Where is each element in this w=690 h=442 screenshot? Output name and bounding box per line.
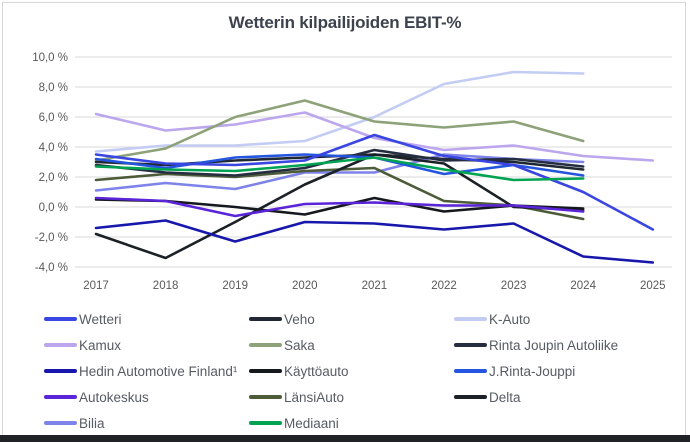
x-axis-tick-label: 2021 (362, 280, 388, 292)
legend-swatch-l-nsiauto (249, 395, 282, 399)
legend-item-j-rinta-jouppi: J.Rinta-Jouppi (454, 364, 674, 379)
legend-swatch-j-rinta-jouppi (454, 369, 487, 373)
y-axis-tick-label: 6,0 % (39, 112, 68, 124)
legend-label: Käyttöauto (284, 363, 349, 379)
legend-item-saka: Saka (249, 338, 454, 353)
x-axis-tick-label: 2023 (501, 280, 527, 292)
series-line-saka (94, 99, 585, 162)
x-axis-tick-label: 2024 (570, 280, 596, 292)
y-axis-tick-label: 0,0 % (39, 202, 68, 214)
legend-item-l-nsiauto: LänsiAuto (249, 390, 454, 405)
legend-item-bilia: Bilia (44, 416, 249, 431)
legend-item-hedin-automotive-finland: Hedin Automotive Finland¹ (44, 364, 249, 379)
x-axis-tick-label: 2025 (640, 280, 666, 292)
legend-label: K-Auto (489, 311, 531, 327)
legend-item-k-ytt-auto: Käyttöauto (249, 364, 454, 379)
legend-item-kamux: Kamux (44, 338, 249, 353)
legend-label: Delta (489, 389, 521, 405)
legend-swatch-k-ytt-auto (249, 369, 282, 373)
legend-swatch-mediaani (249, 421, 282, 425)
legend-swatch-delta (454, 395, 487, 399)
series-line-k-auto (94, 70, 585, 153)
bottom-bar (0, 435, 690, 442)
series-line-l-nsiauto (94, 166, 585, 221)
y-axis-tick-label: 2,0 % (39, 172, 68, 184)
legend-label: Bilia (79, 415, 105, 431)
series-line-j-rinta-jouppi (94, 153, 585, 177)
line-chart-plot-area: 10,0 % 8,0 % 6,0 % 4,0 % 2,0 % 0,0 % -2,0 % -4,… (32, 52, 672, 292)
series-line-kamux (94, 111, 655, 162)
legend-item-delta: Delta (454, 390, 674, 405)
legend-item-wetteri: Wetteri (44, 312, 249, 327)
legend-label: J.Rinta-Jouppi (489, 363, 576, 379)
series-line-autokeskus (94, 196, 585, 218)
y-axis-tick-label: -4,0 % (35, 262, 68, 274)
legend-item-mediaani: Mediaani (249, 416, 454, 431)
x-axis-tick-label: 2022 (431, 280, 457, 292)
legend-swatch-wetteri (44, 317, 77, 321)
legend-item-autokeskus: Autokeskus (44, 390, 249, 405)
legend-swatch-kamux (44, 343, 77, 347)
series-line-delta (94, 153, 585, 260)
legend-label: Mediaani (284, 415, 339, 431)
legend-label: Saka (284, 337, 315, 353)
series-line-wetteri (94, 133, 655, 231)
legend-swatch-hedin-automotive-finland (44, 369, 77, 373)
y-axis-tick-label: 8,0 % (39, 82, 68, 94)
x-axis-tick-label: 2017 (83, 280, 109, 292)
x-axis-tick-label: 2019 (222, 280, 248, 292)
legend-swatch-autokeskus (44, 395, 77, 399)
legend-swatch-bilia (44, 421, 77, 425)
x-axis-tick-label: 2020 (292, 280, 318, 292)
chart-title: Wetterin kilpailijoiden EBIT-% (228, 13, 462, 32)
y-axis-tick-label: -2,0 % (35, 232, 68, 244)
legend-swatch-k-auto (454, 317, 487, 321)
legend-item-veho: Veho (249, 312, 454, 327)
legend-label: LänsiAuto (284, 389, 345, 405)
series-line-mediaani (94, 156, 585, 182)
legend-label: Rinta Joupin Autoliike (489, 337, 619, 353)
y-axis-tick-label: 4,0 % (39, 142, 68, 154)
legend-item-k-auto: K-Auto (454, 312, 674, 327)
series-line-hedin-automotive-finland (94, 219, 655, 264)
legend-swatch-saka (249, 343, 282, 347)
series-line-rinta-joupin-autoliike (94, 148, 585, 177)
y-axis-tick-label: 10,0 % (32, 52, 68, 64)
legend-item-rinta-joupin-autoliike: Rinta Joupin Autoliike (454, 338, 674, 353)
legend-label: Wetteri (79, 311, 122, 327)
legend-label: Kamux (79, 337, 122, 353)
x-axis-tick-label: 2018 (153, 280, 179, 292)
legend-label: Veho (284, 311, 315, 327)
legend-label: Hedin Automotive Finland¹ (79, 363, 238, 379)
legend-swatch-veho (249, 317, 282, 321)
legend-swatch-rinta-joupin-autoliike (454, 343, 487, 347)
legend-label: Autokeskus (79, 389, 149, 405)
chart-legend: Wetteri Veho K-Auto Kamux Saka Rinta Joupin A… (44, 306, 674, 436)
